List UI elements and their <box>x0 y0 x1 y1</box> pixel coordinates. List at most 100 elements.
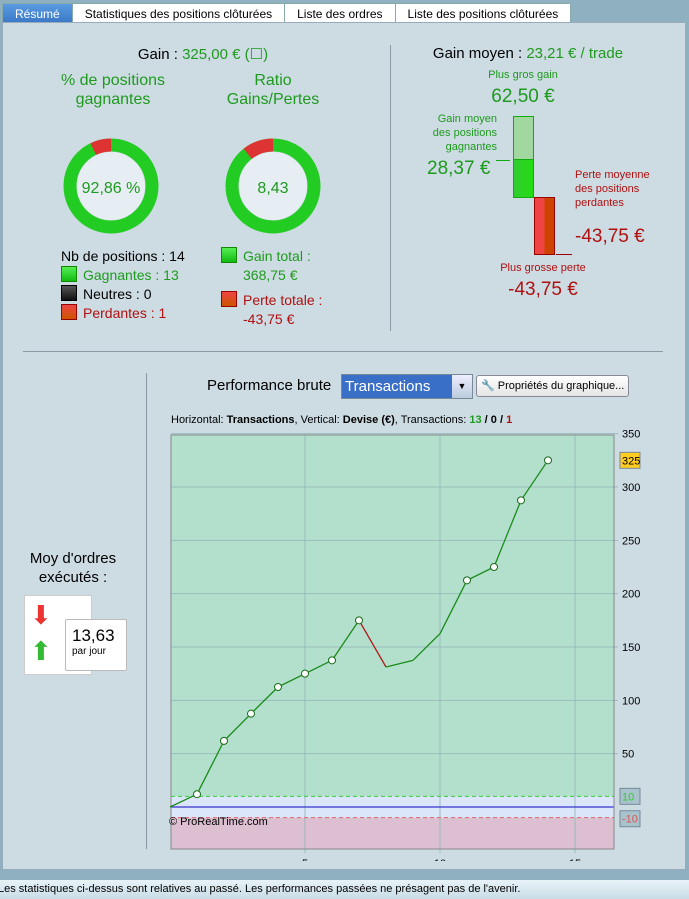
positions-neutral: Neutres : 0 <box>83 286 152 302</box>
upper-band-tag-box <box>619 787 641 805</box>
data-point <box>220 736 228 745</box>
avg-gain-value: 23,21 € / trade <box>526 45 624 62</box>
series-segment <box>169 793 198 808</box>
status-bar: Les statistiques ci-dessus sont relative… <box>0 880 689 899</box>
chart-info: Horizontal: Transactions, Vertical: Devi… <box>171 414 512 426</box>
best-gain-label: Plus gros gain <box>488 69 558 81</box>
data-point <box>544 456 552 465</box>
info-neutral: 0 <box>490 414 497 426</box>
tab-orders[interactable]: Liste des ordres <box>284 3 396 24</box>
series-segment <box>385 659 414 668</box>
lower-band-tag: -10 <box>622 814 638 826</box>
arrow-down-icon: ⬇ <box>30 600 52 630</box>
info-sep: / <box>496 414 507 426</box>
y-tick-label: 50 <box>622 749 634 761</box>
data-point <box>247 709 255 718</box>
loss-total-value: -43,75 € <box>243 311 295 327</box>
avg-win-bar <box>513 159 534 198</box>
data-point <box>517 496 525 505</box>
chart-properties-button[interactable]: 🔧 Propriétés du graphique... <box>476 375 630 397</box>
last-value-tag-box <box>619 451 641 469</box>
x-tick-label: 10 <box>434 858 446 861</box>
data-point <box>490 562 498 571</box>
upper-band-tag: 10 <box>622 791 634 803</box>
gain-value: 325,00 € (☐) <box>182 46 269 63</box>
info-v-value: Devise (€) <box>342 414 395 426</box>
data-point <box>463 576 471 585</box>
status-text: Les statistiques ci-dessus sont relative… <box>0 883 521 895</box>
divider <box>390 45 391 331</box>
series-segment <box>250 686 279 715</box>
orders-box: 13,63 par jour <box>65 619 127 671</box>
y-tick-label: 250 <box>622 535 640 547</box>
x-tick-label: 15 <box>569 858 581 861</box>
divider <box>146 373 147 849</box>
arrow-up-icon: ⬆ <box>30 636 52 666</box>
win-pct-title: % de positions gagnantes <box>60 72 166 108</box>
data-point <box>301 669 309 678</box>
best-gain-value: 62,50 € <box>491 86 555 107</box>
tab-resume[interactable]: Résumé <box>2 3 73 24</box>
y-tick-label: 100 <box>622 695 640 707</box>
series-segment <box>466 566 495 581</box>
info-text: , Vertical: <box>294 414 343 426</box>
gain-total-label: Gain total : <box>243 248 311 264</box>
donut-center <box>239 152 307 220</box>
ratio-donut: 8,43 <box>225 138 321 234</box>
y-tick-label: 300 <box>622 482 640 494</box>
y-tick-label: 200 <box>622 589 640 601</box>
divider <box>23 351 663 352</box>
info-text: Horizontal: <box>171 414 227 426</box>
info-text: , Transactions: <box>394 414 470 426</box>
data-point <box>274 682 282 691</box>
avg-gain: Gain moyen : 23,21 € / trade <box>403 45 653 62</box>
series-segment <box>358 620 387 668</box>
donut-loss-slice <box>90 138 112 156</box>
series-segment <box>304 659 333 675</box>
data-point <box>355 616 363 625</box>
orders-label: Moy d'ordres exécutés : <box>29 550 117 586</box>
worst-loss-label: Plus grosse perte <box>500 262 586 274</box>
best-gain-bar <box>513 116 534 161</box>
series-segment <box>439 580 468 634</box>
info-sep: / <box>481 414 491 426</box>
positions-win: Gagnantes : 13 <box>83 267 179 283</box>
green-square-icon <box>221 247 237 263</box>
performance-chart: 5 10 15 50 100 150 200 250 300 350 325 10 -10 <box>169 429 641 861</box>
gain-total-value: 368,75 € <box>243 267 298 283</box>
win-pct-value: 92,86 % <box>82 180 141 197</box>
black-square-icon <box>61 285 77 301</box>
gain-label: Gain : <box>137 46 178 63</box>
loss-total-label: Perte totale : <box>243 292 323 308</box>
loss-zone <box>171 817 614 849</box>
series-segment <box>277 673 306 688</box>
gain-summary: Gain : 325,00 € (☐) <box>63 45 343 63</box>
tab-closed-stats[interactable]: Statistiques des positions clôturées <box>71 3 286 24</box>
series-segment <box>412 633 441 661</box>
green-square-icon <box>61 266 77 282</box>
avg-loss-label: Perte moyenne des positions perdantes <box>575 169 650 209</box>
donut-loss-slice <box>243 138 274 160</box>
series-segment <box>196 740 225 795</box>
chevron-down-icon[interactable]: ▼ <box>452 375 472 398</box>
transactions-select[interactable]: Transactions ▼ <box>341 374 473 399</box>
last-value-tag: 325 <box>622 455 640 467</box>
arrow-left-icon <box>556 254 572 255</box>
loss-bar <box>534 197 555 255</box>
data-point <box>193 790 201 799</box>
totals-legend: Gain total : 368,75 € Perte totale : -43… <box>221 247 322 329</box>
positions-legend: Nb de positions : 14 Gagnantes : 13 Neut… <box>61 247 185 323</box>
info-h-value: Transactions <box>226 414 295 426</box>
data-point <box>328 656 336 665</box>
select-value: Transactions <box>345 378 431 395</box>
summary-panel: Gain : 325,00 € (☐) % de positions gagna… <box>2 22 686 870</box>
copyright: © ProRealTime.com <box>169 816 268 828</box>
series-segment <box>223 713 252 742</box>
y-tick-label: 350 <box>622 429 640 441</box>
avg-gain-label: Gain moyen : <box>432 45 523 62</box>
info-win: 13 <box>469 414 482 426</box>
tab-closed-positions[interactable]: Liste des positions clôturées <box>394 3 572 24</box>
plot-border <box>170 434 615 850</box>
y-tick-label: 150 <box>622 642 640 654</box>
x-tick-label: 5 <box>302 858 308 861</box>
